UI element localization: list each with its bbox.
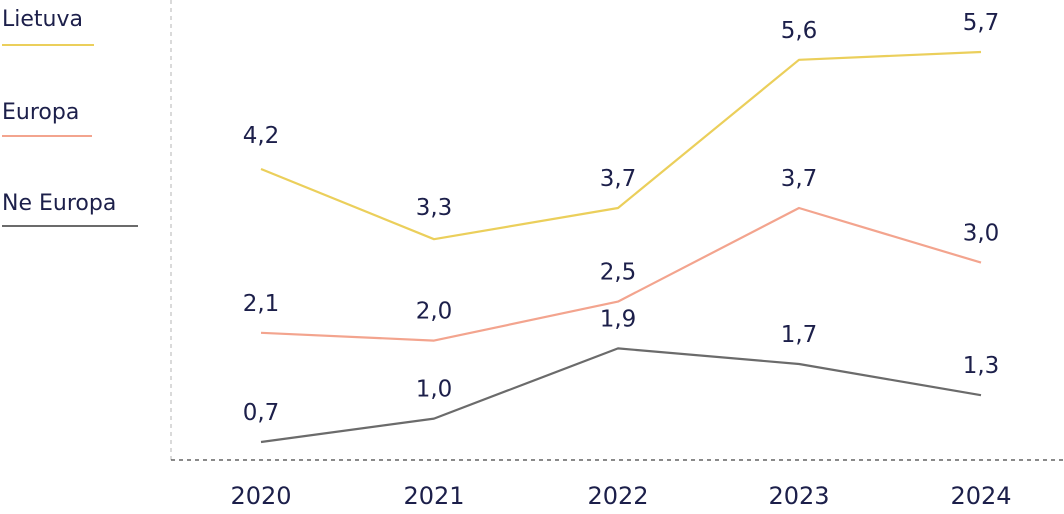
x-tick-label: 2021 <box>403 482 464 510</box>
x-tick-label: 2022 <box>587 482 648 510</box>
data-label: 5,6 <box>781 18 818 44</box>
legend-label: Lietuva <box>2 7 83 32</box>
data-label: 2,1 <box>243 291 280 317</box>
legend-label: Ne Europa <box>2 191 116 216</box>
x-tick-label: 2020 <box>230 482 291 510</box>
series-line-europa <box>260 206 982 342</box>
data-label: 4,2 <box>243 123 280 149</box>
data-label: 1,7 <box>781 322 818 348</box>
data-label: 1,9 <box>600 306 637 332</box>
x-tick-label: 2023 <box>768 482 829 510</box>
data-label: 3,7 <box>600 166 637 192</box>
x-tick-label: 2024 <box>950 482 1011 510</box>
series-line-ne-europa <box>260 347 982 444</box>
data-label: 5,7 <box>963 10 1000 36</box>
data-label: 3,7 <box>781 166 818 192</box>
data-label: 2,0 <box>416 299 453 325</box>
data-label: 3,3 <box>416 195 453 221</box>
series-line-lietuva <box>260 50 982 241</box>
data-label: 1,0 <box>416 377 453 403</box>
data-label: 2,5 <box>600 260 637 286</box>
legend-label: Europa <box>2 100 79 125</box>
data-label: 0,7 <box>243 400 280 426</box>
data-label: 3,0 <box>963 221 1000 247</box>
data-label: 1,3 <box>963 353 1000 379</box>
